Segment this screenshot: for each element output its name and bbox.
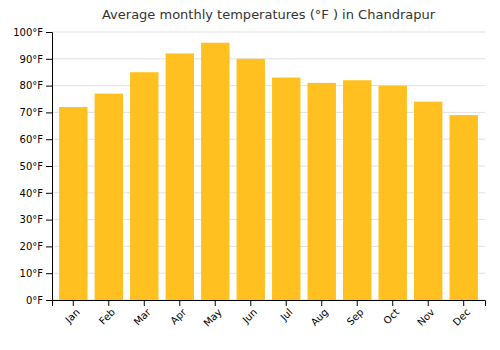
bar: [201, 43, 229, 300]
tick-mark: [46, 166, 52, 167]
tick-label: Jan: [62, 306, 81, 325]
title: Average monthly temperatures (°F ) in Ch…: [102, 7, 436, 22]
tick-mark: [321, 300, 322, 306]
y-tick: 10°F: [20, 268, 52, 279]
tick-label: 60°F: [20, 134, 44, 145]
y-tick: 100°F: [13, 27, 52, 38]
axis-line: [46, 33, 53, 301]
x-tick: Nov: [415, 300, 437, 328]
bar: [414, 102, 442, 300]
tick-mark: [46, 112, 52, 113]
chart-container: 0°F 10°F 20°F 30°F 40°F 50°F 60°F 70°F 80°F 90°F 1…: [0, 0, 500, 350]
grid-line: [52, 58, 485, 59]
tick-label: 50°F: [20, 161, 44, 172]
bar: [95, 94, 123, 300]
tick-label: 20°F: [20, 241, 44, 252]
y-tick: 80°F: [20, 80, 52, 91]
x-tick: May: [201, 300, 223, 329]
tick-label: 70°F: [20, 107, 44, 118]
tick-mark: [286, 300, 287, 306]
bar: [59, 107, 87, 300]
tick-label: Mar: [132, 306, 154, 328]
x-tick: Dec: [451, 300, 472, 328]
tick-mark: [46, 59, 52, 60]
tick-mark: [46, 139, 52, 140]
bar: [237, 59, 265, 300]
grid: [52, 32, 485, 300]
bar: [450, 115, 478, 300]
tick-label: Dec: [451, 306, 472, 327]
tick-label: Feb: [97, 306, 117, 326]
tick-mark: [250, 300, 251, 306]
tick-mark: [46, 86, 52, 87]
bar: [166, 53, 194, 300]
tick-label: Jul: [278, 306, 295, 323]
bar: [379, 86, 407, 300]
bars: [59, 43, 478, 300]
y-tick: 30°F: [20, 214, 52, 225]
tick-mark: [215, 300, 216, 306]
x-tick: Jan: [62, 300, 81, 326]
bar: [130, 72, 158, 300]
tick-label: 30°F: [20, 214, 44, 225]
bar: [272, 78, 300, 300]
tick-mark: [46, 300, 52, 301]
chart: 0°F 10°F 20°F 30°F 40°F 50°F 60°F 70°F 80°F 90°F 1…: [0, 0, 500, 350]
x-tick: Sep: [345, 300, 366, 327]
tick-label: Sep: [345, 306, 366, 327]
y-tick: 20°F: [20, 241, 52, 252]
x-tick: Jul: [278, 300, 295, 323]
tick-label: Jun: [240, 306, 260, 326]
y-tick: 60°F: [20, 134, 52, 145]
tick-label: 100°F: [13, 27, 43, 38]
y-tick: 70°F: [20, 107, 52, 118]
x-tick: Jun: [240, 300, 260, 326]
y-tick: 0°F: [26, 295, 52, 306]
y-tick: 90°F: [20, 54, 52, 65]
tick-mark: [46, 193, 52, 194]
tick-label: Oct: [381, 306, 401, 326]
tick-label: 80°F: [20, 80, 44, 91]
x-tick: Apr: [168, 300, 189, 326]
tick-mark: [46, 32, 52, 33]
tick-label: May: [201, 306, 223, 328]
tick-mark: [428, 300, 429, 306]
tick-mark: [179, 300, 180, 306]
tick-mark: [46, 273, 52, 274]
bar: [343, 80, 371, 300]
tick-label: Apr: [168, 306, 189, 327]
tick-label: 40°F: [20, 188, 44, 199]
x-axis: Jan Feb Mar Apr May Jun Jul Aug Sep Oct Nov Dec: [53, 300, 486, 329]
y-tick: 40°F: [20, 188, 52, 199]
tick-mark: [144, 300, 145, 306]
tick-label: 0°F: [26, 295, 43, 306]
tick-mark: [392, 300, 393, 306]
tick-mark: [108, 300, 109, 306]
tick-label: Nov: [415, 306, 437, 328]
x-tick: Aug: [309, 300, 331, 328]
tick-mark: [46, 220, 52, 221]
tick-label: 10°F: [20, 268, 44, 279]
grid-line: [52, 32, 485, 33]
y-tick: 50°F: [20, 161, 52, 172]
x-tick: Feb: [97, 300, 117, 327]
tick-mark: [46, 246, 52, 247]
y-axis: 0°F 10°F 20°F 30°F 40°F 50°F 60°F 70°F 80°F 90°F 1…: [13, 27, 52, 306]
tick-mark: [463, 300, 464, 306]
x-tick: Oct: [381, 300, 401, 326]
grid-line: [52, 85, 485, 86]
tick-label: 90°F: [20, 54, 44, 65]
tick-mark: [73, 300, 74, 306]
tick-label: Aug: [309, 306, 331, 328]
x-tick: Mar: [132, 300, 154, 327]
tick-mark: [357, 300, 358, 306]
bar: [308, 83, 336, 300]
axis-line: [53, 301, 486, 307]
